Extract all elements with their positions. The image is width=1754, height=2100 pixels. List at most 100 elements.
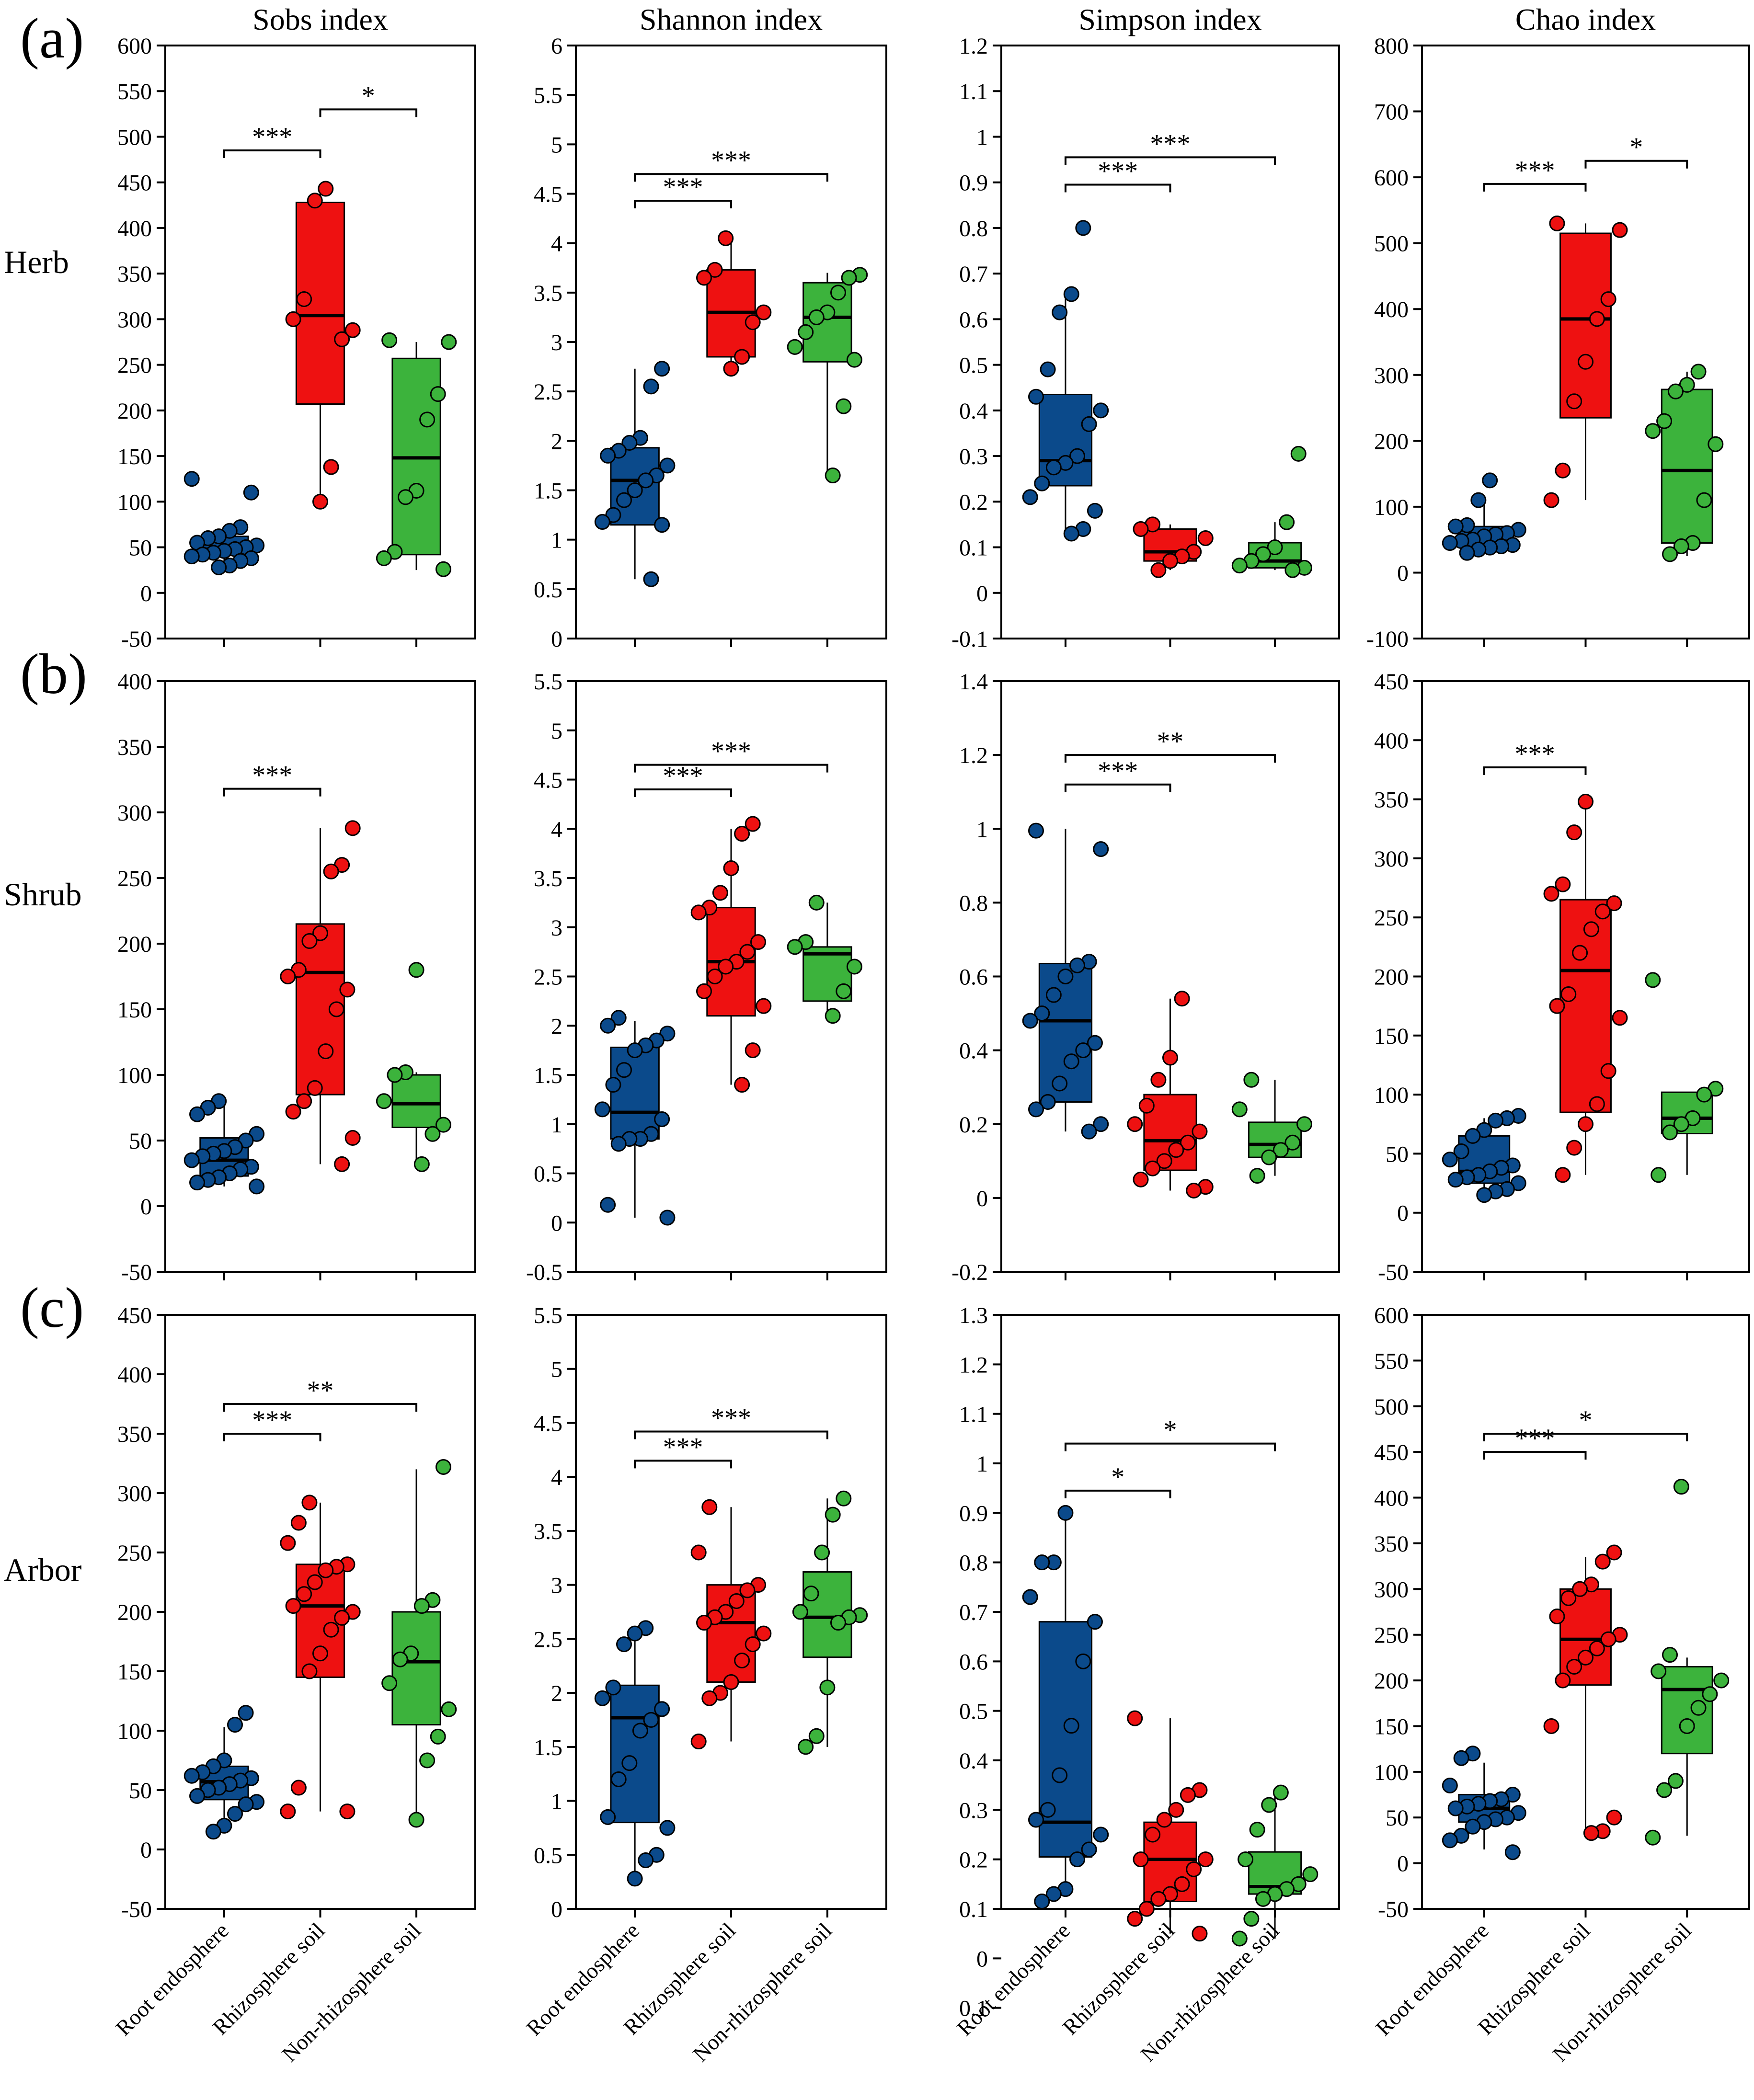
- data-point: [205, 1824, 221, 1840]
- significance-label: ***: [252, 1405, 292, 1435]
- data-point: [1243, 1072, 1260, 1088]
- y-tick-label: 0: [551, 1897, 562, 1922]
- significance-bracket: [1483, 766, 1587, 776]
- y-tick-label: 200: [117, 399, 152, 424]
- data-point: [1197, 1851, 1214, 1868]
- data-point: [430, 1728, 446, 1745]
- significance-bracket: [223, 788, 321, 797]
- data-point: [825, 1008, 841, 1024]
- y-tick-label: 400: [1374, 728, 1409, 753]
- data-point: [1087, 1614, 1103, 1630]
- data-point: [344, 1130, 361, 1146]
- data-point: [1093, 402, 1109, 419]
- y-tick-label: 5: [551, 719, 562, 744]
- data-point: [627, 1625, 643, 1642]
- data-point: [1180, 1787, 1196, 1803]
- chart-panel: -0.200.20.40.60.811.21.4*****: [952, 669, 1340, 1285]
- y-tick-label: 350: [117, 735, 152, 760]
- data-point: [1197, 530, 1214, 546]
- y-tick-label: 0.2: [959, 1848, 988, 1873]
- y-tick-label: 0: [976, 1186, 988, 1211]
- y-tick-label: 350: [117, 262, 152, 287]
- significance-bracket: [1064, 156, 1276, 165]
- y-tick-label: 0: [140, 581, 152, 606]
- data-point: [728, 1593, 745, 1609]
- y-tick-label: 1.3: [959, 1303, 988, 1328]
- y-tick-label: -50: [1378, 1897, 1409, 1922]
- data-point: [1168, 1142, 1184, 1158]
- y-tick-label: 4.5: [534, 768, 562, 793]
- data-point: [323, 863, 339, 879]
- data-point: [1273, 1142, 1289, 1158]
- data-point: [1249, 1822, 1265, 1838]
- significance-label: ***: [663, 172, 703, 202]
- significance-label: *: [1629, 133, 1643, 162]
- y-tick-label: 1: [551, 528, 562, 553]
- y-tick-label: 450: [117, 1303, 152, 1328]
- data-point: [1231, 1930, 1248, 1947]
- data-point: [1063, 525, 1079, 542]
- data-point: [1028, 1812, 1044, 1828]
- data-point: [1645, 972, 1661, 988]
- data-point: [1600, 1631, 1616, 1647]
- data-point: [1150, 1891, 1167, 1907]
- data-point: [328, 1001, 344, 1017]
- data-point: [1656, 1782, 1673, 1798]
- box: [1038, 394, 1093, 487]
- data-point: [1453, 1750, 1469, 1766]
- significance-bracket: [1584, 160, 1688, 169]
- significance-label: **: [307, 1376, 334, 1405]
- data-point: [1133, 521, 1149, 537]
- data-point: [739, 944, 756, 960]
- data-point: [1255, 1891, 1271, 1907]
- column-title: Chao index: [1515, 2, 1656, 36]
- y-tick-label: 200: [1374, 965, 1409, 990]
- y-tick-label: 0: [1397, 1851, 1409, 1877]
- y-tick-label: 250: [1374, 1623, 1409, 1648]
- data-point: [1583, 1825, 1599, 1841]
- data-point: [1442, 1777, 1458, 1793]
- significance-label: **: [1157, 727, 1184, 756]
- data-point: [1133, 1171, 1149, 1187]
- data-point: [1572, 945, 1588, 961]
- data-point: [1476, 1187, 1492, 1203]
- data-point: [750, 934, 766, 950]
- box: [391, 1611, 441, 1726]
- data-point: [718, 959, 734, 975]
- data-point: [1075, 1653, 1091, 1669]
- y-tick-label: 0.6: [959, 307, 988, 332]
- data-point: [846, 959, 862, 975]
- y-tick-label: 3: [551, 1573, 562, 1598]
- y-tick-label: 250: [117, 353, 152, 378]
- data-point: [1279, 514, 1295, 530]
- data-point: [1667, 383, 1684, 399]
- significance-bracket: [223, 149, 321, 159]
- data-point: [610, 1136, 627, 1152]
- data-point: [1028, 822, 1044, 839]
- data-point: [1606, 895, 1622, 912]
- y-tick-label: -0.5: [526, 1260, 562, 1285]
- data-point: [654, 1701, 670, 1717]
- y-tick-label: 600: [1374, 165, 1409, 191]
- data-point: [1578, 794, 1594, 810]
- y-tick-label: 100: [1374, 1760, 1409, 1785]
- data-point: [836, 983, 852, 999]
- data-point: [792, 1604, 808, 1620]
- y-tick-label: 150: [1374, 1024, 1409, 1049]
- y-tick-label: 1.5: [534, 1735, 562, 1760]
- y-tick-label: 0.8: [959, 1551, 988, 1576]
- data-point: [1063, 1718, 1079, 1734]
- chart-panel: 0 0.5 1 1.5 2 2.5 3 3.5 4 4.5 5 5.5 6 *** ***: [534, 34, 887, 652]
- data-point: [1063, 286, 1079, 302]
- data-point: [435, 561, 451, 577]
- data-point: [334, 1156, 350, 1172]
- y-tick-label: 150: [1374, 1714, 1409, 1739]
- y-tick-label: 400: [1374, 297, 1409, 322]
- y-tick-label: 400: [1374, 1486, 1409, 1511]
- y-tick-label: 4.5: [534, 182, 562, 207]
- data-point: [1708, 436, 1724, 452]
- data-point: [594, 1101, 610, 1118]
- data-point: [1560, 1590, 1577, 1606]
- data-point: [621, 434, 638, 451]
- data-point: [1560, 986, 1577, 1002]
